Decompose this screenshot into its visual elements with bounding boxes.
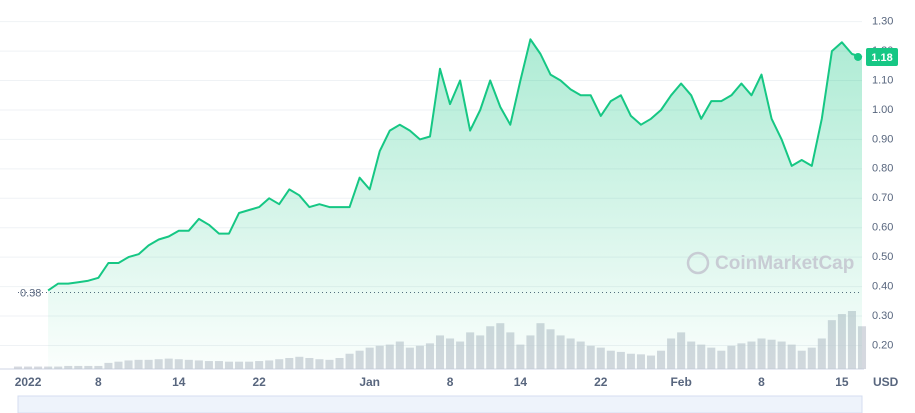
y-tick-label: 0.40 [872, 280, 893, 292]
x-tick-label: 14 [172, 375, 186, 389]
price-area [48, 39, 863, 370]
y-tick-label: 0.50 [872, 251, 893, 263]
x-tick-label: 8 [447, 375, 454, 389]
x-tick-label: 22 [252, 375, 266, 389]
price-badge [866, 47, 898, 66]
x-tick-label: 15 [835, 375, 849, 389]
y-tick-label: 0.90 [872, 133, 893, 145]
y-tick-label: 1.10 [872, 74, 893, 86]
y-tick-label: 0.30 [872, 310, 893, 322]
current-dot [854, 52, 862, 61]
y-tick-label: 0.20 [872, 339, 893, 351]
y-tick-label: 0.80 [872, 163, 893, 175]
reference-label: 0.38 [20, 287, 41, 299]
x-tick-label: Jan [359, 375, 380, 389]
unit-label: USD [873, 375, 899, 389]
watermark-logo [686, 251, 710, 275]
volume-bar [24, 366, 33, 369]
x-tick-label: Feb [670, 375, 691, 389]
x-tick-label: 8 [95, 375, 102, 389]
y-tick-label: 1.00 [872, 104, 893, 116]
price-line [47, 38, 863, 292]
price-badge-label: 1.18 [871, 52, 892, 64]
volume-bar [34, 366, 43, 369]
navigator[interactable] [17, 395, 863, 413]
volume-bar [13, 366, 23, 369]
y-tick-label: 1.30 [872, 16, 893, 28]
watermark: CoinMarketCap [715, 253, 854, 274]
y-tick-label: 0.70 [872, 192, 893, 204]
x-tick-label: 22 [594, 375, 608, 389]
x-tick-label: 14 [514, 375, 528, 389]
x-tick-label: 8 [758, 375, 765, 389]
x-tick-label: 2022 [15, 375, 42, 389]
y-tick-label: 0.60 [872, 222, 893, 234]
